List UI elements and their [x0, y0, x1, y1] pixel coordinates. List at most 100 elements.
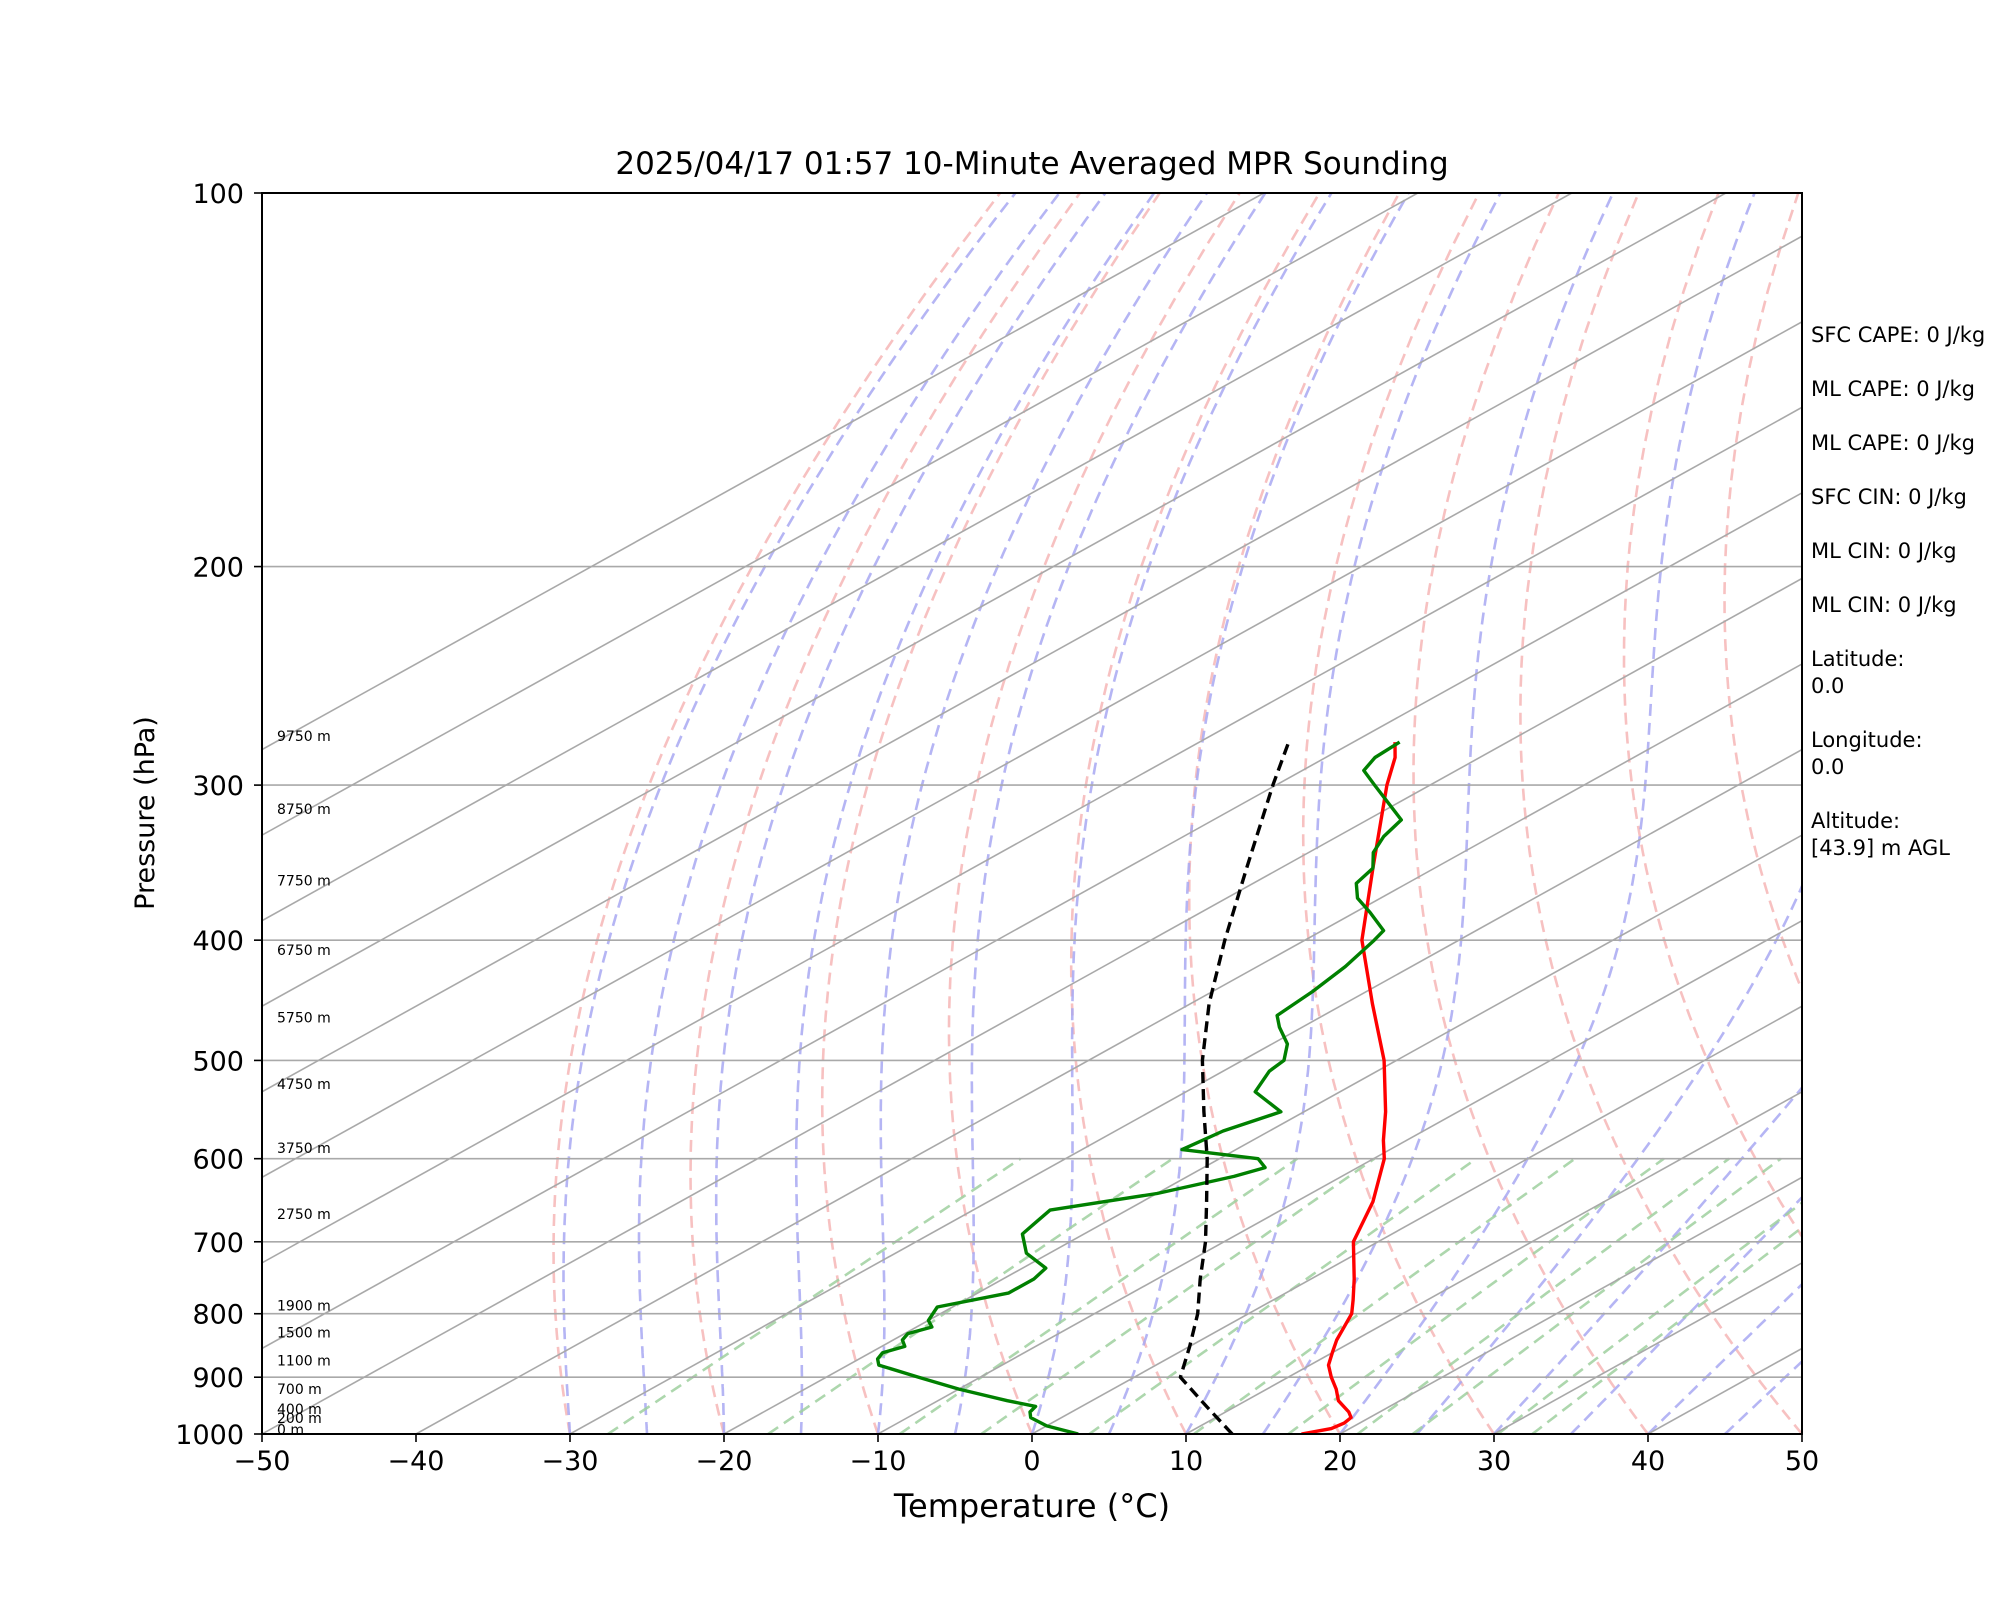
background-lines [262, 193, 1802, 1434]
isotherm [262, 320, 1802, 1179]
dry-adiabat [1723, 193, 1802, 994]
mixing-ratio-line [607, 1157, 1022, 1434]
dry-adiabat [1519, 193, 1802, 1434]
side-info-line: ML CIN: 0 J/kg [1811, 593, 1957, 617]
isotherm [1031, 1005, 1802, 1434]
isotherm [262, 406, 1802, 1264]
isotherm [1185, 1090, 1802, 1434]
x-tick-label: −50 [234, 1446, 291, 1477]
mixing-ratio-line [1088, 1157, 1478, 1434]
isotherm [262, 193, 1573, 922]
mixing-ratio-line [1193, 1157, 1576, 1434]
moist-adiabat [1184, 193, 1502, 1434]
side-info-line: Altitude: [1811, 809, 1901, 833]
height-label: 8750 m [277, 802, 331, 818]
moist-adiabat [637, 193, 1061, 1434]
dry-adiabat [820, 193, 1161, 1434]
x-tick-label: −40 [388, 1446, 445, 1477]
side-info-line: SFC CAPE: 0 J/kg [1811, 323, 1986, 347]
mixing-ratio-line [1411, 1157, 1782, 1434]
side-info-line: Longitude: [1811, 728, 1923, 752]
axes: 9750 m 8750 m 7750 m 6750 m 5750 m 4750 m 3750… [175, 179, 1819, 1477]
moist-adiabat [1338, 193, 1756, 1434]
moist-adiabat [1416, 882, 1802, 1434]
side-info-line: ML CIN: 0 J/kg [1811, 539, 1957, 563]
x-tick-label: −10 [850, 1446, 907, 1477]
height-label: 1100 m [277, 1353, 331, 1369]
side-info-line: Latitude: [1811, 647, 1905, 671]
isotherm [262, 193, 1419, 837]
x-tick-label: −30 [542, 1446, 599, 1477]
isotherm [262, 235, 1802, 1093]
x-tick-label: 30 [1477, 1446, 1511, 1477]
dry-adiabat [1069, 193, 1321, 1434]
side-info-line: ML CAPE: 0 J/kg [1811, 431, 1976, 455]
height-label: 700 m [277, 1382, 322, 1398]
isotherm [877, 919, 1802, 1434]
x-tick-label: 0 [1023, 1446, 1040, 1477]
x-tick-label: −20 [696, 1446, 753, 1477]
height-label: 200 m [277, 1411, 322, 1427]
moist-adiabat [1107, 193, 1410, 1434]
data-series [875, 740, 1403, 1434]
y-axis-label: Pressure (hPa) [130, 716, 161, 910]
side-info-line: 0.0 [1811, 674, 1845, 698]
dry-adiabat [1301, 193, 1496, 1434]
height-label: 2750 m [277, 1207, 331, 1223]
y-tick-label: 500 [192, 1046, 244, 1077]
x-tick-label: 50 [1785, 1446, 1819, 1477]
dry-adiabat [1412, 193, 1650, 1434]
moist-adiabat [953, 193, 1267, 1434]
dewpoint-profile [875, 740, 1403, 1434]
height-label: 4750 m [277, 1077, 331, 1093]
isotherm [262, 193, 1265, 751]
height-label: 3750 m [277, 1141, 331, 1157]
dry-adiabat [947, 193, 1241, 1434]
height-label: 0 m [277, 1423, 304, 1439]
moist-adiabat [876, 193, 1208, 1434]
mixing-ratio-line [1497, 1201, 1802, 1434]
dry-adiabat [1187, 193, 1401, 1434]
side-info-line: [43.9] m AGL [1811, 836, 1950, 860]
y-tick-label: 100 [192, 179, 244, 210]
moist-adiabat [794, 193, 1156, 1434]
chart-title: 2025/04/17 01:57 10-Minute Averaged MPR … [615, 146, 1448, 182]
dry-adiabat [689, 193, 1081, 1434]
dry-adiabat [552, 193, 1002, 1434]
moist-adiabat [714, 193, 1107, 1434]
parcel-profile [1178, 741, 1291, 1434]
height-label: 1900 m [277, 1299, 331, 1315]
isotherm [1339, 1176, 1802, 1434]
moist-adiabat [1030, 193, 1333, 1434]
moist-adiabat [1647, 1282, 1802, 1434]
y-tick-label: 800 [192, 1300, 244, 1331]
isotherm [723, 834, 1802, 1434]
y-tick-label: 300 [192, 771, 244, 802]
side-info-line: 0.0 [1811, 755, 1845, 779]
moist-adiabat [1261, 193, 1615, 1434]
y-tick-label: 600 [192, 1145, 244, 1176]
moist-adiabat [1570, 1195, 1802, 1434]
x-tick-label: 40 [1631, 1446, 1665, 1477]
height-label: 1500 m [277, 1326, 331, 1342]
side-info-line: ML CAPE: 0 J/kg [1811, 377, 1976, 401]
isotherm [569, 748, 1802, 1434]
height-label: 7750 m [277, 873, 331, 889]
height-label: 9750 m [277, 729, 331, 745]
y-tick-label: 200 [192, 553, 244, 584]
isotherm [415, 663, 1802, 1434]
moist-adiabat [562, 193, 1017, 1434]
y-tick-label: 700 [192, 1228, 244, 1259]
x-axis-label: Temperature (°C) [893, 1487, 1170, 1525]
side-info-line: SFC CIN: 0 J/kg [1811, 485, 1967, 509]
y-tick-label: 400 [192, 926, 244, 957]
moist-adiabat [1493, 1085, 1802, 1434]
isotherm [262, 491, 1802, 1350]
x-tick-label: 10 [1169, 1446, 1203, 1477]
isotherm [262, 577, 1802, 1434]
isotherm [262, 193, 1727, 1008]
y-tick-label: 1000 [175, 1420, 244, 1451]
height-label: 5750 m [277, 1011, 331, 1027]
height-label: 400 m [277, 1402, 322, 1418]
y-tick-label: 900 [192, 1363, 244, 1394]
